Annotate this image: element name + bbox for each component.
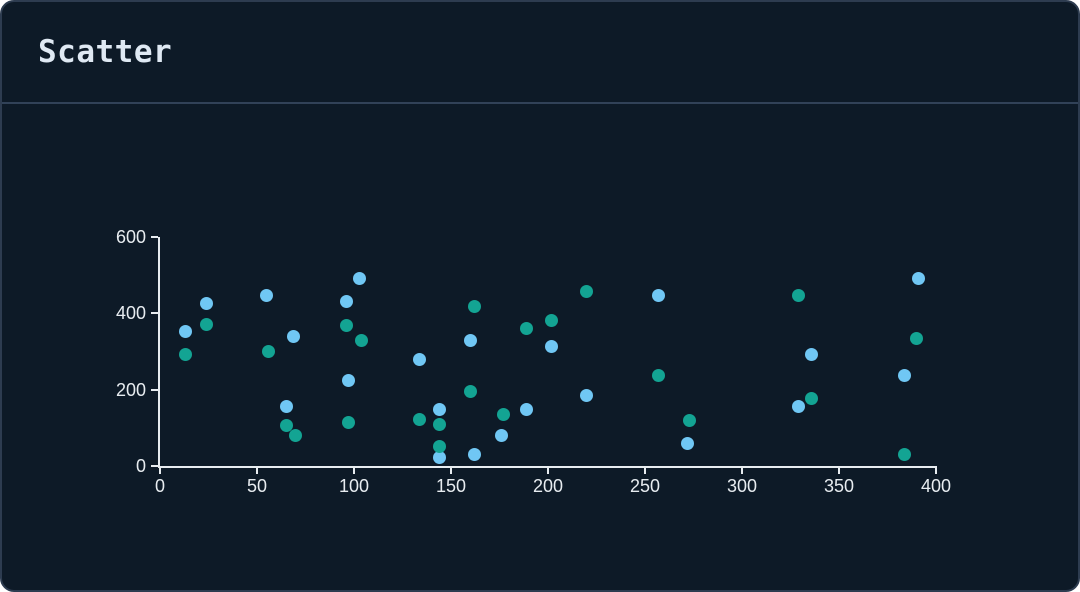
y-tick-label: 200 xyxy=(115,379,146,400)
x-axis-tick xyxy=(256,468,258,474)
data-point-blue xyxy=(467,448,481,462)
data-point-teal xyxy=(262,345,276,359)
data-point-teal xyxy=(413,412,427,426)
data-point-blue xyxy=(898,368,912,382)
data-point-teal xyxy=(289,429,303,443)
y-tick-label: 600 xyxy=(115,227,146,247)
x-tick-label: 300 xyxy=(726,476,758,496)
data-point-teal xyxy=(339,319,353,333)
data-point-teal xyxy=(341,416,355,430)
data-point-teal xyxy=(178,347,192,361)
data-point-blue xyxy=(432,402,446,416)
chart-title: Scatter xyxy=(38,34,173,70)
card-header: Scatter xyxy=(2,2,1078,104)
x-axis-tick xyxy=(741,468,743,474)
data-point-blue xyxy=(494,429,508,443)
x-tick-label: 100 xyxy=(338,476,370,496)
x-tick-label: 50 xyxy=(246,476,268,496)
x-axis-tick xyxy=(838,468,840,474)
data-point-teal xyxy=(496,407,510,421)
x-axis-tick xyxy=(159,468,161,474)
data-point-teal xyxy=(791,288,805,302)
data-point-teal xyxy=(580,284,594,298)
data-point-teal xyxy=(898,447,912,461)
y-axis-tick xyxy=(151,465,158,467)
x-axis-tick xyxy=(547,468,549,474)
data-point-blue xyxy=(912,271,926,285)
x-tick-label: 250 xyxy=(629,476,661,496)
data-point-blue xyxy=(353,271,367,285)
data-point-blue xyxy=(279,400,293,414)
data-point-teal xyxy=(805,391,819,405)
x-tick-label: 350 xyxy=(823,476,855,496)
x-axis-line xyxy=(158,466,937,468)
data-point-teal xyxy=(545,313,559,327)
data-point-teal xyxy=(355,333,369,347)
x-axis-tick xyxy=(353,468,355,474)
data-point-blue xyxy=(432,451,446,465)
data-point-blue xyxy=(681,437,695,451)
data-point-teal xyxy=(432,417,446,431)
x-axis-tick xyxy=(450,468,452,474)
data-point-blue xyxy=(545,339,559,353)
data-point-teal xyxy=(463,384,477,398)
x-tick-label: 400 xyxy=(920,476,952,496)
data-point-blue xyxy=(260,288,274,302)
data-point-blue xyxy=(341,373,355,387)
data-point-teal xyxy=(432,440,446,454)
data-point-blue xyxy=(200,296,214,310)
x-tick-label: 0 xyxy=(154,476,166,496)
data-point-blue xyxy=(520,403,534,417)
y-tick-label: 400 xyxy=(115,303,146,324)
data-point-teal xyxy=(200,317,214,331)
y-axis-tick xyxy=(151,312,158,315)
y-tick-label: 0 xyxy=(135,456,146,476)
x-tick-label: 150 xyxy=(435,476,467,496)
data-point-teal xyxy=(467,299,481,313)
data-point-teal xyxy=(910,331,924,345)
data-point-blue xyxy=(805,348,819,362)
data-point-blue xyxy=(580,388,594,402)
x-axis-tick xyxy=(644,468,646,474)
data-point-blue xyxy=(463,333,477,347)
x-axis-tick xyxy=(935,468,937,474)
y-axis-tick xyxy=(151,236,158,238)
data-point-teal xyxy=(683,413,697,427)
data-point-blue xyxy=(791,400,805,414)
data-point-blue xyxy=(287,330,301,344)
y-axis-tick xyxy=(151,388,158,391)
data-point-blue xyxy=(652,288,666,302)
data-point-blue xyxy=(178,324,192,338)
data-point-blue xyxy=(339,294,353,308)
data-point-teal xyxy=(652,369,666,383)
x-tick-label: 200 xyxy=(532,476,564,496)
y-axis-line xyxy=(158,237,160,468)
data-point-teal xyxy=(520,322,534,336)
data-point-teal xyxy=(279,419,293,433)
data-point-blue xyxy=(413,352,427,366)
